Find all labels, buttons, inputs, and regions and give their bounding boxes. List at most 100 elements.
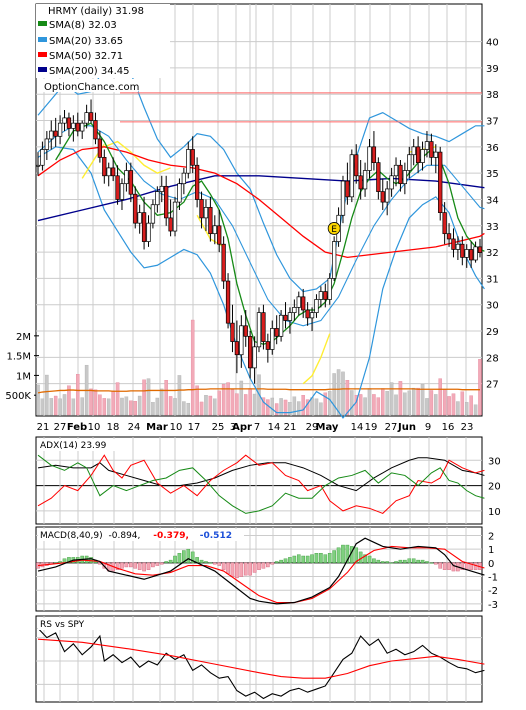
volume-tick-label: 2M [16, 332, 31, 343]
volume-tick-label: 500K [5, 391, 31, 402]
x-tick-label: 10 [88, 422, 101, 433]
candle [349, 149, 354, 203]
candle-body [460, 243, 465, 258]
volume-bar [71, 398, 76, 416]
candle-body [301, 296, 306, 311]
candle-body [429, 141, 434, 158]
volume-bar [129, 400, 133, 416]
macd-histogram-bar [243, 562, 248, 576]
x-tick-label: 29 [306, 422, 319, 433]
volume-bar [190, 319, 195, 416]
candle-body [199, 199, 204, 219]
adx-panel: 10 20 30 ADX(14) 23.99 [35, 436, 501, 525]
macd-histogram-bar [279, 559, 283, 564]
volume-bar [288, 402, 292, 416]
macd-histogram-bar [182, 550, 186, 564]
candlesticks [35, 99, 483, 384]
candle-body [115, 175, 120, 200]
legend-swatch-sma20 [38, 37, 47, 42]
x-tick-label: 18 [107, 422, 120, 433]
candle-body [88, 112, 94, 121]
macd-histogram-bar [204, 561, 208, 564]
candle-body [252, 346, 257, 369]
volume-bar [416, 387, 420, 416]
macd-histogram-bar [332, 550, 336, 564]
volume-tick-label: 1M [16, 371, 31, 382]
candle-body [349, 154, 354, 198]
volume-bar [403, 392, 407, 416]
candle [230, 304, 235, 353]
candle-body [446, 233, 452, 240]
macd-histogram-bar [124, 562, 129, 568]
candle-body [172, 201, 178, 232]
candle-body [393, 164, 399, 177]
candle [415, 136, 421, 174]
candle-body [243, 325, 248, 337]
volume-bars [36, 319, 482, 416]
candle [221, 236, 226, 289]
volume-bar [442, 389, 447, 416]
candle [44, 131, 49, 160]
macd-histogram-bar [142, 562, 146, 572]
volume-bar [53, 395, 58, 416]
candle [190, 136, 195, 174]
candle-body [150, 204, 156, 224]
candle [141, 196, 147, 250]
candle [150, 199, 156, 229]
candle-body [159, 185, 164, 192]
candle [292, 299, 297, 321]
candle-body [331, 241, 337, 279]
x-tick-label: 25 [212, 422, 225, 433]
volume-bar [58, 398, 62, 416]
legend-box [36, 4, 170, 78]
macd-histogram-bar [133, 562, 138, 569]
candle-body [296, 296, 301, 308]
rs-grid [36, 616, 482, 702]
candle [239, 315, 244, 368]
candle [75, 112, 80, 137]
volume-bar [142, 379, 146, 416]
candle-body [415, 146, 421, 163]
volume-bar [425, 398, 429, 416]
plus-di-line [37, 454, 485, 514]
candle [314, 294, 319, 318]
candle-body [66, 117, 72, 129]
macd-histogram-bar [217, 562, 222, 566]
volume-bar [45, 374, 49, 416]
volume-bar [367, 388, 372, 416]
candle-body [248, 335, 253, 369]
candle [358, 160, 363, 200]
x-tick-label: 21 [284, 422, 297, 433]
price-tick-label: 34 [486, 195, 499, 206]
volume-bar [120, 397, 124, 416]
macd-histogram-bar [301, 555, 306, 564]
candle [362, 162, 368, 197]
candle [124, 162, 129, 192]
candle-body [194, 164, 200, 200]
candle-body [44, 138, 49, 150]
volume-bar [213, 398, 217, 416]
legend-swatch-sma50 [38, 52, 47, 57]
macd-histogram-bar [429, 562, 434, 564]
legend-swatch-sma8 [38, 21, 47, 26]
candle-body [323, 291, 328, 300]
macd-label-box [38, 529, 244, 541]
volume-bar [327, 391, 332, 416]
candle [424, 131, 430, 158]
macd-histogram-bar [380, 561, 385, 564]
candle-body [164, 185, 169, 219]
volume-bar [49, 398, 54, 416]
x-tick-label: 3 [230, 422, 236, 433]
macd-histogram-bar [367, 555, 372, 564]
x-tick-label: 27 [54, 422, 67, 433]
candle [265, 333, 270, 363]
macd-histogram-bar [425, 561, 429, 564]
macd-histogram-bar [151, 562, 155, 568]
candle-body [389, 175, 394, 190]
candle [256, 307, 262, 353]
macd-signal-line [37, 545, 485, 604]
x-tick-label: 19 [365, 422, 378, 433]
candle-body [407, 154, 412, 171]
